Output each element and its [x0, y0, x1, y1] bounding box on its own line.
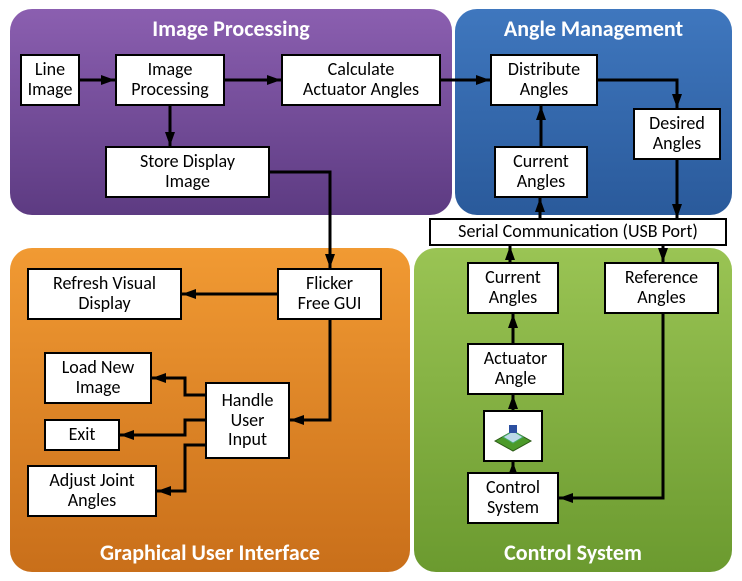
encoder-icon: [491, 417, 535, 455]
node-reference-angles: ReferenceAngles: [604, 262, 719, 314]
node-serial-comm: Serial Communication (USB Port): [429, 218, 727, 246]
node-distribute-angles: DistributeAngles: [490, 54, 598, 106]
panel-title-image-processing: Image Processing: [10, 15, 452, 42]
node-actuator-angle: ActuatorAngle: [467, 343, 564, 395]
node-store-display: Store DisplayImage: [105, 146, 270, 198]
node-load-new-image: Load NewImage: [44, 352, 152, 404]
node-handle-input: HandleUserInput: [205, 382, 290, 459]
panel-title-gui: Graphical User Interface: [10, 539, 410, 566]
node-current-angles-cs: CurrentAngles: [467, 262, 559, 314]
node-current-angles-am: CurrentAngles: [494, 146, 588, 198]
node-desired-angles: DesiredAngles: [633, 108, 721, 160]
panel-title-control-system: Control System: [414, 539, 732, 566]
node-flicker-gui: FlickerFree GUI: [277, 268, 382, 320]
node-control-sys-node: ControlSystem: [467, 472, 559, 524]
node-img-proc: ImageProcessing: [115, 54, 225, 106]
node-adjust-joint: Adjust JointAngles: [27, 465, 157, 517]
node-exit: Exit: [44, 419, 120, 451]
node-refresh-display: Refresh VisualDisplay: [27, 268, 182, 320]
node-encoder-icon: [483, 410, 543, 462]
panel-title-angle-management: Angle Management: [455, 15, 732, 42]
node-line-image: LineImage: [20, 54, 80, 106]
node-calc-angles: CalculateActuator Angles: [281, 54, 441, 106]
